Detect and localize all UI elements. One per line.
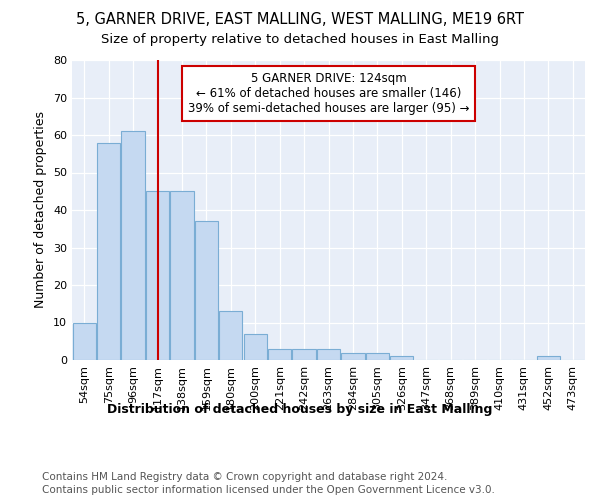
Bar — [366, 352, 389, 360]
Bar — [170, 191, 194, 360]
Bar — [146, 191, 169, 360]
Bar — [292, 349, 316, 360]
Bar — [97, 142, 120, 360]
Text: 5 GARNER DRIVE: 124sqm
← 61% of detached houses are smaller (146)
39% of semi-de: 5 GARNER DRIVE: 124sqm ← 61% of detached… — [188, 72, 469, 115]
Bar — [73, 322, 96, 360]
Text: Distribution of detached houses by size in East Malling: Distribution of detached houses by size … — [107, 402, 493, 415]
Text: Contains HM Land Registry data © Crown copyright and database right 2024.: Contains HM Land Registry data © Crown c… — [42, 472, 448, 482]
Bar — [341, 352, 365, 360]
Text: Size of property relative to detached houses in East Malling: Size of property relative to detached ho… — [101, 32, 499, 46]
Y-axis label: Number of detached properties: Number of detached properties — [34, 112, 47, 308]
Bar — [195, 221, 218, 360]
Bar — [317, 349, 340, 360]
Text: Contains public sector information licensed under the Open Government Licence v3: Contains public sector information licen… — [42, 485, 495, 495]
Bar — [219, 311, 242, 360]
Bar — [537, 356, 560, 360]
Bar — [121, 131, 145, 360]
Text: 5, GARNER DRIVE, EAST MALLING, WEST MALLING, ME19 6RT: 5, GARNER DRIVE, EAST MALLING, WEST MALL… — [76, 12, 524, 28]
Bar — [268, 349, 291, 360]
Bar — [244, 334, 267, 360]
Bar — [390, 356, 413, 360]
